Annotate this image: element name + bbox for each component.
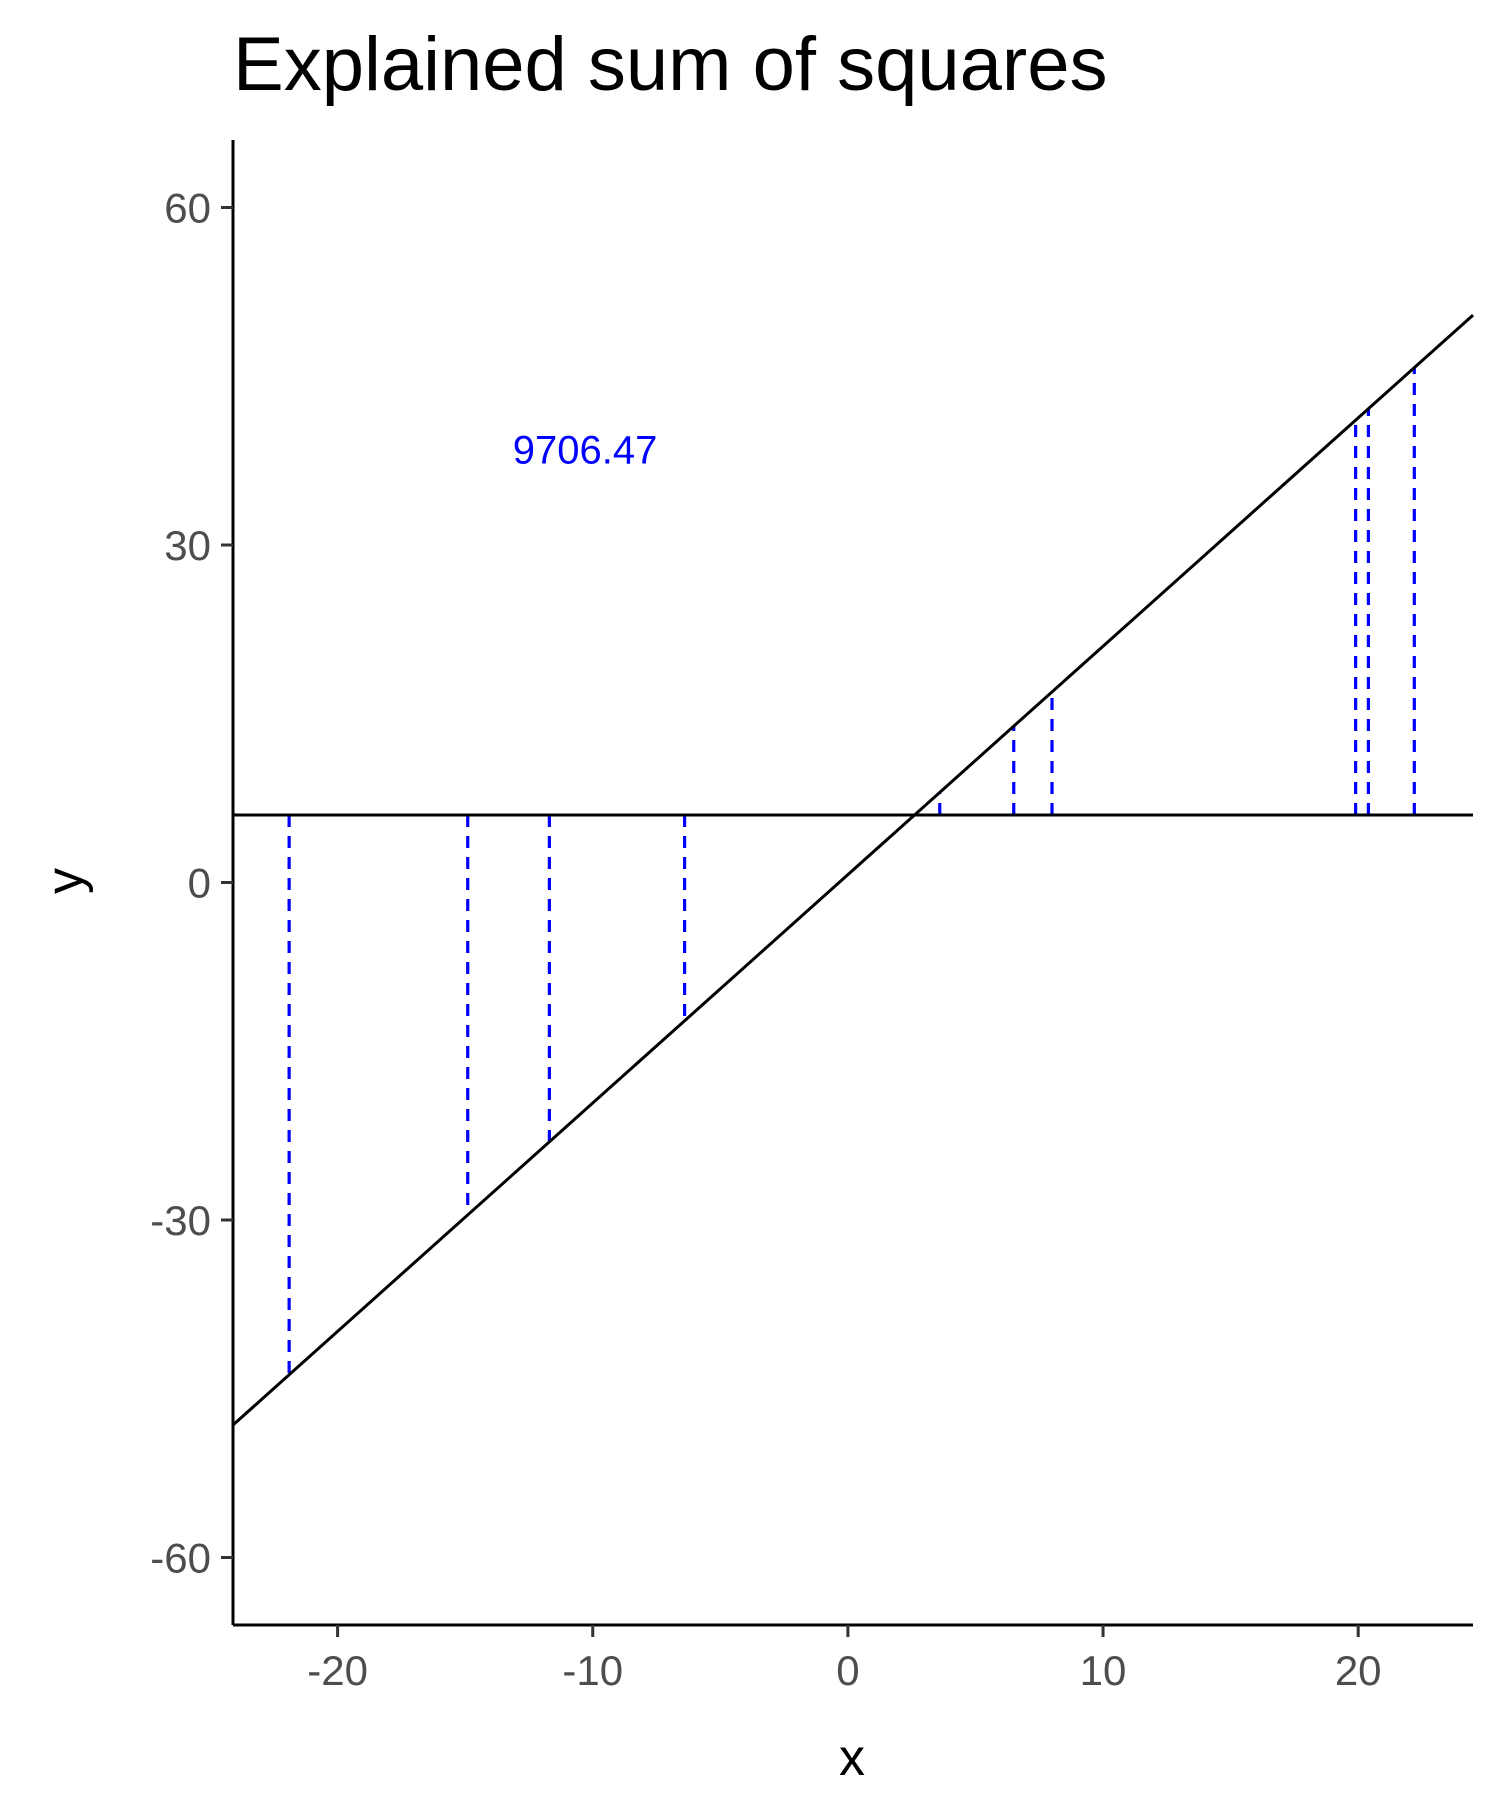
y-tick-label: 30 bbox=[164, 522, 211, 569]
x-tick-label: -20 bbox=[307, 1647, 368, 1694]
y-tick-label: 0 bbox=[188, 860, 211, 907]
regression-line bbox=[231, 313, 1475, 1427]
x-tick-label: -10 bbox=[562, 1647, 623, 1694]
y-tick-label: -60 bbox=[150, 1535, 211, 1582]
chart-title: Explained sum of squares bbox=[233, 22, 1107, 107]
plot-area: 9706.47 bbox=[231, 313, 1475, 1427]
axes: -60 -30 0 30 60 -20 -10 0 10 20 bbox=[150, 140, 1473, 1694]
x-tick-label: 10 bbox=[1080, 1647, 1127, 1694]
y-axis-label: y bbox=[36, 868, 94, 894]
ess-segments bbox=[287, 367, 1416, 1375]
y-tick-label: -30 bbox=[150, 1197, 211, 1244]
x-tick-label: 0 bbox=[836, 1647, 859, 1694]
x-axis-ticks: -20 -10 0 10 20 bbox=[307, 1625, 1382, 1694]
y-tick-label: 60 bbox=[164, 185, 211, 232]
x-tick-label: 20 bbox=[1335, 1647, 1382, 1694]
x-axis-label: x bbox=[839, 1729, 865, 1787]
y-axis-ticks: -60 -30 0 30 60 bbox=[150, 185, 233, 1582]
ess-value-annotation: 9706.47 bbox=[513, 428, 658, 472]
